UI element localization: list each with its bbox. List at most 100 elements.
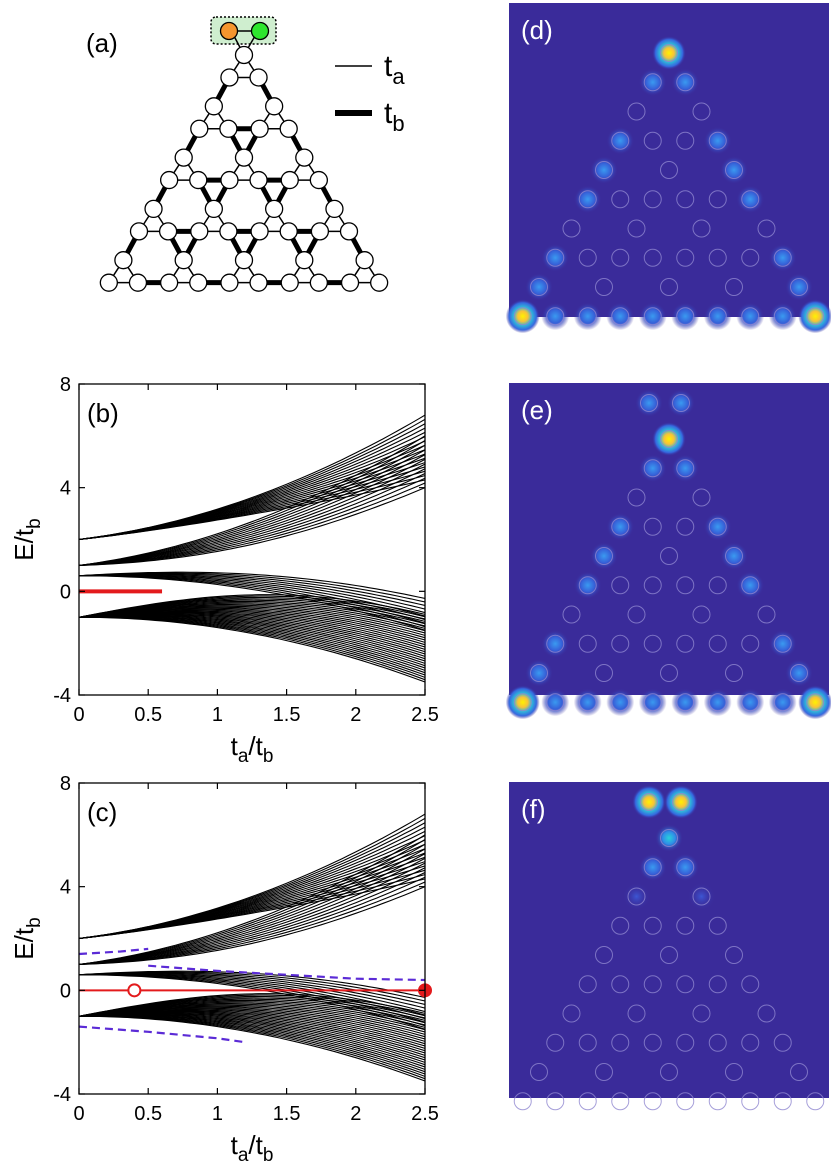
lattice-site (234, 148, 254, 167)
legend-tb-label: tb (384, 97, 405, 136)
density-spot (525, 273, 553, 301)
lattice-site (158, 222, 178, 241)
site-outline (660, 430, 678, 448)
site-outline (611, 131, 630, 150)
site-outline (725, 664, 743, 682)
site-outline (741, 248, 760, 267)
lattice-site (219, 119, 238, 138)
site-outline (806, 693, 825, 712)
lattice-site (234, 45, 254, 65)
site-outline (595, 161, 613, 179)
site-outline (692, 102, 711, 121)
band-line (79, 857, 425, 965)
site-outline (672, 394, 690, 412)
site-outline (643, 131, 662, 150)
density-spot (671, 853, 700, 882)
site-outline (725, 1063, 743, 1081)
site-outline (660, 278, 678, 296)
site-outline (790, 664, 808, 682)
density-spot (671, 302, 700, 331)
lattice-site (280, 273, 299, 292)
site-outline (806, 1092, 825, 1111)
site-outline (627, 605, 646, 624)
site-outline (578, 975, 597, 994)
density-spot (655, 824, 683, 852)
site-outline (741, 1092, 760, 1111)
density-spot (541, 302, 570, 331)
density-spot (622, 882, 651, 911)
site-green (250, 21, 270, 41)
site-outline (660, 161, 678, 179)
site-outline (672, 793, 690, 811)
site-outline (660, 946, 678, 964)
density-spot (671, 68, 700, 97)
site-outline (627, 488, 646, 507)
site-outline (692, 605, 711, 624)
x-axis-label: ta/tb (231, 731, 274, 767)
lattice-site (174, 251, 193, 270)
band-line (79, 477, 425, 566)
lattice-site (249, 273, 268, 292)
site-outline (562, 605, 581, 624)
x-tick-label: 2 (350, 1103, 361, 1125)
site-outline (546, 1033, 565, 1052)
band-line (79, 616, 425, 683)
site-outline (757, 1004, 776, 1023)
density-spot (687, 882, 716, 911)
density-spot (606, 512, 635, 541)
density-spot (638, 688, 667, 717)
x-axis-label: ta/tb (231, 1130, 274, 1166)
band-line (79, 435, 425, 566)
lattice-site (279, 222, 298, 241)
y-tick-label: -4 (53, 1084, 71, 1106)
lattice-site (264, 97, 284, 116)
density-spot (573, 302, 602, 331)
density-spot (703, 688, 732, 717)
lattice-site (189, 170, 208, 190)
site-outline (773, 634, 792, 653)
site-outline (708, 634, 727, 653)
band-line (79, 454, 425, 566)
site-outline (676, 1092, 695, 1111)
x-tick-label: 1 (212, 1103, 223, 1125)
site-outline (611, 190, 630, 209)
site-outline (676, 916, 695, 935)
lattice-site (295, 148, 314, 167)
lattice-sites (99, 21, 389, 292)
y-tick-label: -4 (53, 685, 71, 707)
site-outline (757, 605, 776, 624)
site-outline (692, 1004, 711, 1023)
band-line (79, 876, 425, 965)
corner-state-line (79, 947, 149, 956)
site-outline (676, 190, 695, 209)
axes-frame (78, 383, 426, 696)
density-spot (541, 688, 570, 717)
site-outline (643, 190, 662, 209)
lattice-site (144, 199, 163, 219)
density-spot (573, 571, 602, 600)
site-outline (546, 693, 565, 712)
site-outline (676, 307, 695, 326)
density-spot (736, 185, 765, 214)
site-outline (643, 517, 662, 536)
site-outline (578, 1033, 597, 1052)
site-outline (676, 131, 695, 150)
density-spot (632, 785, 666, 819)
y-axis-label: E/tb (9, 917, 45, 959)
site-outline (643, 576, 662, 595)
x-tick-label: 0 (73, 1103, 84, 1125)
band-line (79, 468, 425, 566)
site-outline (578, 576, 597, 595)
site-outline (643, 1092, 662, 1111)
band-line (79, 839, 425, 940)
legend: ta tb (335, 50, 405, 136)
site-outline (595, 547, 613, 565)
site-outline (611, 576, 630, 595)
density-spot (703, 302, 732, 331)
lattice-site (174, 148, 193, 167)
site-outline (643, 248, 662, 267)
x-tick-label: 0.5 (134, 704, 162, 726)
lattice-site (128, 273, 148, 292)
